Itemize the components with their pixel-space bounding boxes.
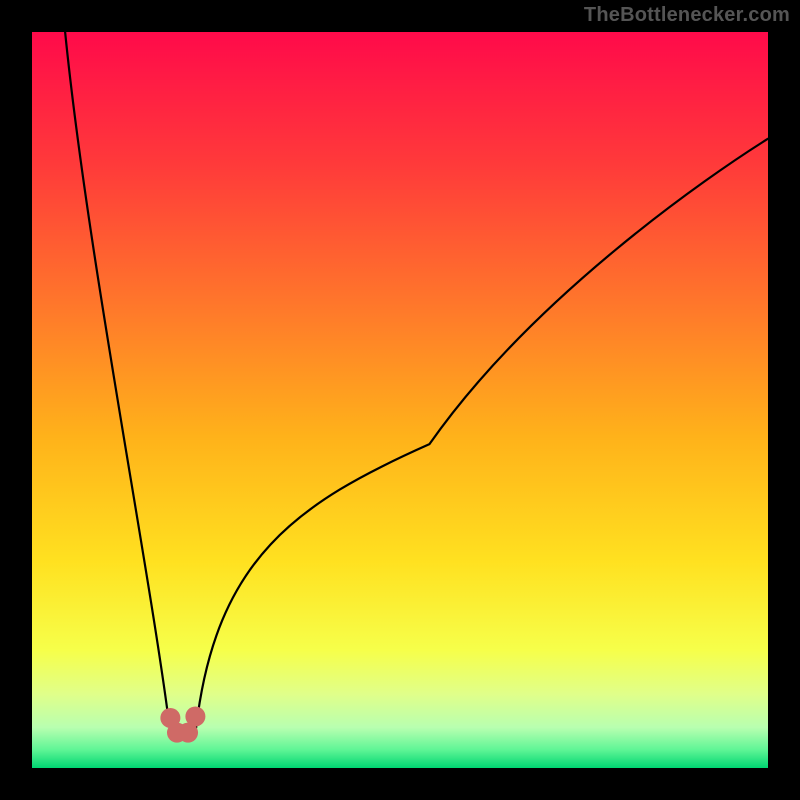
chart-stage: TheBottlenecker.com: [0, 0, 800, 800]
bottleneck-chart: [0, 0, 800, 800]
sweet-spot-marker: [185, 706, 205, 726]
